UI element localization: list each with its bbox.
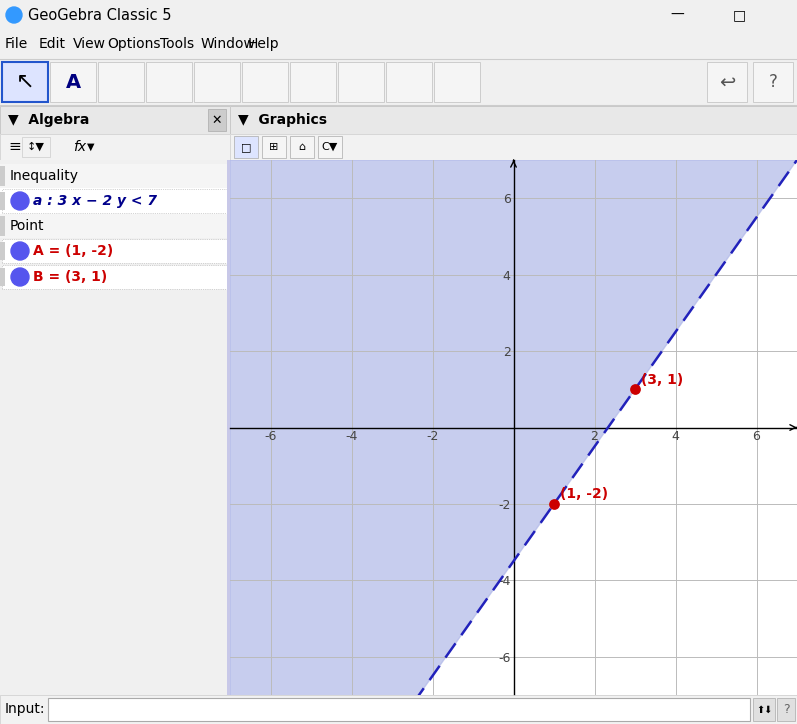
Bar	[146, 62, 192, 102]
Text: GeoGebra Classic 5: GeoGebra Classic 5	[28, 7, 171, 22]
Bar	[2, 239, 228, 263]
Bar	[0, 216, 5, 236]
Bar	[2, 62, 48, 102]
Bar	[0, 188, 230, 214]
Text: ⊞: ⊞	[269, 142, 279, 152]
Text: ⌂: ⌂	[298, 142, 305, 152]
Bar	[386, 62, 432, 102]
Bar	[208, 109, 226, 131]
Bar	[318, 136, 342, 158]
Bar	[290, 62, 336, 102]
Text: ▼: ▼	[87, 142, 95, 152]
Bar	[777, 698, 795, 721]
Text: □: □	[241, 142, 251, 152]
Bar	[234, 136, 258, 158]
Text: A = (1, -2): A = (1, -2)	[33, 244, 113, 258]
Bar	[0, 242, 5, 260]
Text: (3, 1): (3, 1)	[641, 373, 683, 387]
Bar	[262, 136, 286, 158]
Text: a : 3 x − 2 y < 7: a : 3 x − 2 y < 7	[33, 194, 157, 208]
Bar	[2, 265, 228, 289]
Text: Point: Point	[10, 219, 45, 233]
Bar	[0, 164, 230, 188]
Text: Edit: Edit	[39, 37, 66, 51]
Text: Options: Options	[107, 37, 160, 51]
Text: ✕: ✕	[212, 114, 222, 127]
Bar	[0, 214, 230, 238]
Text: —: —	[670, 8, 684, 22]
Bar	[290, 136, 314, 158]
Text: B = (3, 1): B = (3, 1)	[33, 270, 108, 284]
Text: Window: Window	[201, 37, 256, 51]
Circle shape	[11, 242, 29, 260]
Text: C▼: C▼	[322, 142, 338, 152]
Text: File: File	[5, 37, 28, 51]
Text: ?: ?	[768, 73, 777, 91]
Bar	[48, 698, 750, 721]
Bar	[227, 160, 230, 695]
Circle shape	[11, 192, 29, 210]
Text: ↖: ↖	[16, 72, 34, 92]
Circle shape	[11, 268, 29, 286]
Text: Help: Help	[248, 37, 280, 51]
Text: fx: fx	[73, 140, 87, 154]
Point	[629, 384, 642, 395]
Text: ▼  Graphics: ▼ Graphics	[238, 113, 327, 127]
Bar	[50, 62, 96, 102]
Text: □: □	[732, 8, 745, 22]
Bar	[2, 189, 228, 213]
Text: Inequality: Inequality	[10, 169, 79, 183]
Text: ↩: ↩	[719, 72, 735, 91]
Bar	[338, 62, 384, 102]
Text: Input:: Input:	[5, 702, 45, 717]
Bar	[22, 137, 50, 157]
Bar	[98, 62, 144, 102]
Text: ▼  Algebra: ▼ Algebra	[8, 113, 89, 127]
Circle shape	[6, 7, 22, 23]
Bar	[707, 62, 747, 102]
Bar	[0, 166, 5, 186]
Text: A: A	[65, 72, 80, 91]
Bar	[0, 192, 5, 210]
Bar	[242, 62, 288, 102]
Bar	[753, 698, 775, 721]
Text: (1, -2): (1, -2)	[560, 487, 608, 501]
Bar	[194, 62, 240, 102]
Text: ?: ?	[783, 703, 789, 716]
Text: View: View	[73, 37, 106, 51]
Text: ↕▼: ↕▼	[27, 142, 45, 152]
Bar	[434, 62, 480, 102]
Bar	[0, 268, 5, 286]
Text: ≡: ≡	[8, 140, 21, 154]
Text: ⬆⬇: ⬆⬇	[756, 704, 772, 715]
Text: Tools: Tools	[160, 37, 194, 51]
Bar	[753, 62, 793, 102]
Point	[548, 498, 560, 510]
